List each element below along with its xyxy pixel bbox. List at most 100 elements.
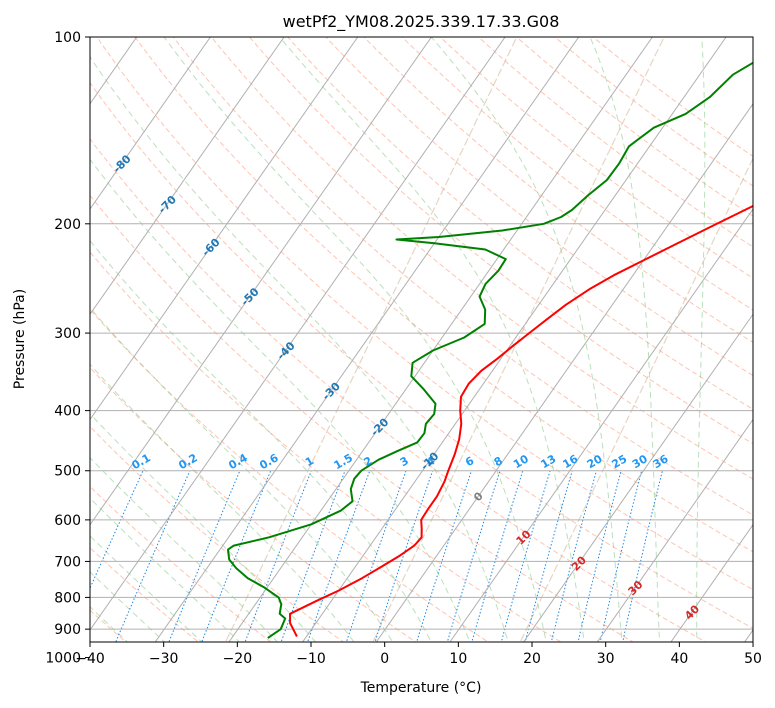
isotherm-line <box>375 102 753 642</box>
x-tick-label: 0 <box>380 651 389 667</box>
isotherm-line <box>744 629 753 642</box>
moist-adiabat-line <box>696 37 706 642</box>
y-tick-label: 800 <box>54 590 81 606</box>
y-tick-label: 400 <box>54 404 81 420</box>
dry-adiabat-line <box>90 81 753 629</box>
dry-adiabat-line <box>363 37 753 343</box>
dry-adiabat-line <box>439 37 753 279</box>
y-tick-label: 200 <box>54 217 81 233</box>
dry-adiabat-line <box>134 37 753 553</box>
dry-adiabat-line <box>90 485 272 642</box>
dry-adiabat-line <box>478 37 753 248</box>
mixing-ratio-label: 20 <box>585 452 605 471</box>
dry-adiabat-line <box>287 37 753 410</box>
mixing-ratio-line <box>471 470 524 642</box>
mixing-ratio-label: 25 <box>610 452 630 471</box>
mixing-ratio-label: 1 <box>303 454 316 469</box>
isotherm-line <box>90 37 285 316</box>
isotherm-label: -30 <box>320 380 343 403</box>
dry-adiabat-line <box>592 37 753 157</box>
x-tick-label: 10 <box>449 651 467 667</box>
reference-curve-line <box>224 37 518 642</box>
moist-adiabat-line <box>90 606 129 642</box>
dry-adiabat-line <box>516 37 753 217</box>
x-tick-label: −20 <box>223 651 253 667</box>
dry-adiabat-line <box>90 194 635 642</box>
mixing-ratio-line <box>577 470 622 642</box>
mixing-ratio-label: 13 <box>538 452 558 471</box>
isotherm-label: -40 <box>274 339 297 362</box>
grid-lines <box>90 37 753 642</box>
isotherm-label: -10 <box>418 449 441 472</box>
dry-adiabat-line <box>211 37 753 480</box>
mixing-ratio-label: 16 <box>561 452 581 471</box>
moist-adiabat-line <box>589 37 660 642</box>
y-tick-label: 500 <box>54 464 81 480</box>
y-tick-label: 900 <box>54 622 81 638</box>
x-axis-label: Temperature (°C) <box>360 680 482 696</box>
moist-adiabat-line <box>90 158 471 642</box>
isotherm-label: -60 <box>199 236 222 259</box>
background-lines <box>90 37 753 642</box>
mixing-ratio-line <box>500 470 551 642</box>
isotherm-label: 30 <box>626 578 646 598</box>
reference-curve-line <box>519 157 753 642</box>
mixing-ratio-line <box>446 470 501 642</box>
mixing-ratio-line <box>599 470 643 642</box>
moist-adiabat-line <box>90 571 166 642</box>
isotherm-label: -80 <box>110 152 133 175</box>
isotherm-label: -50 <box>238 285 261 308</box>
mixing-ratio-line <box>115 470 191 642</box>
isotherm-label: -90 <box>61 118 84 141</box>
temperature-profile-line <box>289 204 753 637</box>
moist-adiabat-line <box>90 56 509 642</box>
isotherm-label: -70 <box>156 193 179 216</box>
isotherm-line <box>523 313 753 642</box>
isotherm-label: 20 <box>569 553 589 573</box>
isotherm-line <box>90 37 432 526</box>
moist-adiabat-line <box>90 307 394 642</box>
y-tick-label: 300 <box>54 326 81 342</box>
x-tick-label: 30 <box>597 651 615 667</box>
y-tick-label: 100 <box>54 30 81 46</box>
dry-adiabat-line <box>90 547 200 642</box>
axes: −40 −30 −20 −10 0 10 20 30 40 5010020030040050060… <box>45 30 762 667</box>
mixing-ratio-line <box>416 470 472 642</box>
isotherm-line <box>90 37 359 421</box>
y-tick-label: 600 <box>54 513 81 529</box>
mixing-ratio-line <box>550 470 597 642</box>
moist-adiabat-line <box>90 535 203 642</box>
profile-series <box>227 61 753 639</box>
mixing-ratio-label: 6 <box>463 454 476 469</box>
dry-adiabat-line <box>96 37 753 591</box>
mixing-ratio-line <box>345 470 407 642</box>
x-tick-label: −10 <box>296 651 326 667</box>
mixing-ratio-label: 0.6 <box>257 451 281 472</box>
isotherm-line <box>670 523 753 642</box>
x-tick-label: 20 <box>523 651 541 667</box>
dry-adiabat-line <box>554 37 753 187</box>
reference-curve-line <box>372 37 665 642</box>
x-tick-label: −30 <box>149 651 179 667</box>
x-tick-label: 50 <box>744 651 762 667</box>
isotherm-label: 40 <box>682 602 702 622</box>
mixing-ratio-label: 3 <box>398 454 411 469</box>
mixing-ratio-label: 30 <box>630 452 650 471</box>
mixing-ratio-line <box>244 470 312 642</box>
moist-adiabat-line <box>90 497 241 642</box>
isotherm-line <box>90 37 211 210</box>
isotherm-line <box>90 37 506 631</box>
isotherm-line <box>154 37 580 642</box>
y-tick-label: 700 <box>54 554 81 570</box>
mixing-ratio-label: 0.2 <box>176 451 199 472</box>
isoline-labels: 0.1 0.2 0.4 0.6 1 1.5 2 3 4 6 8 10 13 16 20 25 30 36-100-… <box>61 118 702 622</box>
moist-adiabat-line <box>90 457 279 642</box>
isotherm-line <box>596 418 753 642</box>
chart-title: wetPf2_YM08.2025.339.17.33.G08 <box>283 12 560 32</box>
mixing-ratio-label: 1.5 <box>332 451 355 472</box>
moist-adiabat-line <box>90 413 317 642</box>
mixing-ratio-line <box>168 470 241 642</box>
isotherm-line <box>449 208 753 642</box>
dry-adiabat-line <box>325 37 753 377</box>
